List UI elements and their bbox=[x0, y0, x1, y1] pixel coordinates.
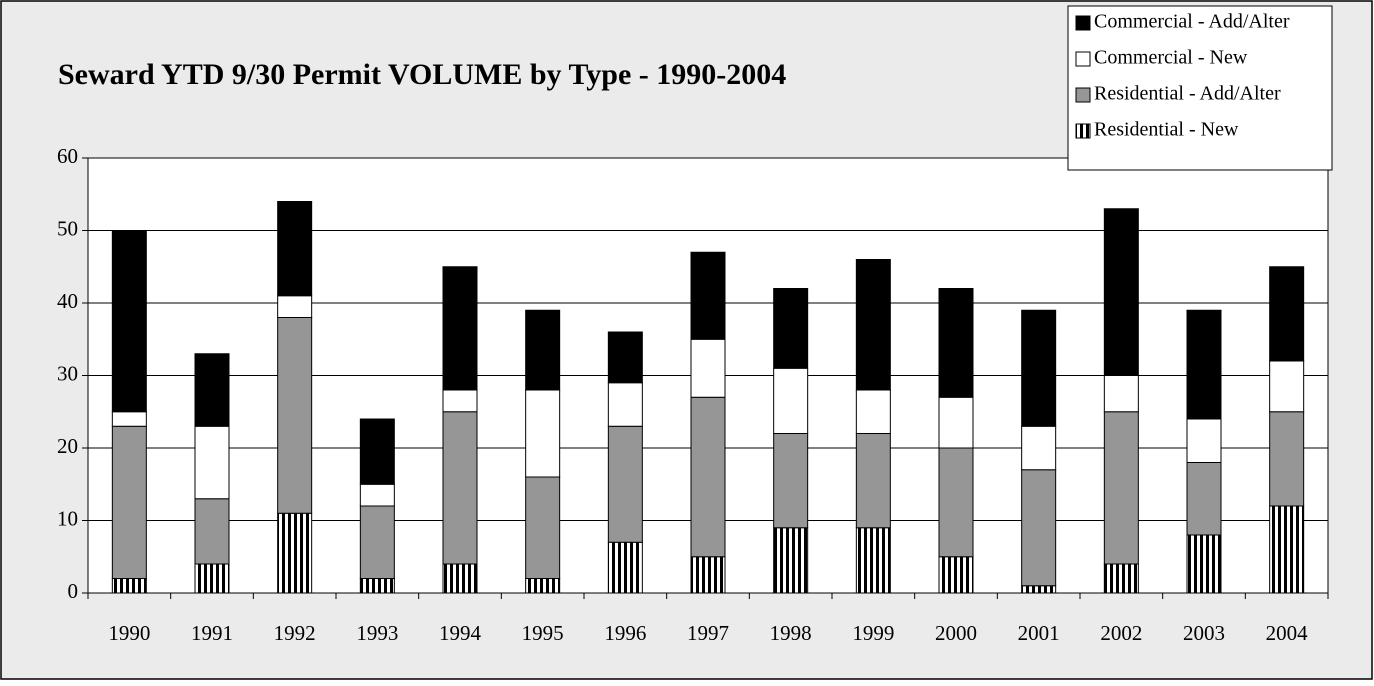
bar-segment bbox=[855, 389, 891, 434]
bar-segment bbox=[1186, 418, 1222, 463]
x-tick-label: 2000 bbox=[935, 621, 977, 645]
x-tick-label: 1997 bbox=[687, 621, 729, 645]
x-tick-label: 2004 bbox=[1266, 621, 1309, 645]
bar-segment bbox=[111, 411, 147, 427]
x-tick-label: 1992 bbox=[274, 621, 316, 645]
legend-label: Residential - Add/Alter bbox=[1094, 83, 1281, 105]
bar-segment bbox=[359, 505, 395, 579]
bar-segment bbox=[607, 541, 643, 594]
x-tick-label: 2003 bbox=[1183, 621, 1225, 645]
y-tick-label: 40 bbox=[57, 289, 78, 313]
bar-segment bbox=[1103, 208, 1139, 376]
bar-segment bbox=[773, 367, 809, 434]
bar-segment bbox=[1103, 563, 1139, 594]
bar-segment bbox=[194, 498, 230, 565]
legend-box bbox=[1067, 5, 1333, 171]
bar-segment bbox=[111, 425, 147, 579]
x-tick-label: 1998 bbox=[770, 621, 812, 645]
bar-segment bbox=[1021, 585, 1057, 594]
x-tick-label: 1996 bbox=[604, 621, 646, 645]
bar-segment bbox=[525, 389, 561, 478]
bar-segment bbox=[938, 447, 974, 558]
bar-segment bbox=[1186, 462, 1222, 536]
bar-segment bbox=[525, 309, 561, 391]
bar-segment bbox=[690, 251, 726, 340]
x-tick-label: 1994 bbox=[439, 621, 482, 645]
bar-segment bbox=[855, 259, 891, 391]
bar-segment bbox=[938, 556, 974, 594]
chart-title: Seward YTD 9/30 Permit VOLUME by Type - … bbox=[58, 58, 786, 91]
bar-segment bbox=[359, 578, 395, 594]
bar-segment bbox=[1103, 411, 1139, 565]
y-tick-label: 50 bbox=[57, 216, 78, 240]
bar-segment bbox=[607, 331, 643, 384]
legend-swatch bbox=[1075, 87, 1091, 103]
x-tick-label: 1991 bbox=[191, 621, 233, 645]
x-tick-label: 1999 bbox=[852, 621, 894, 645]
bar-segment bbox=[277, 295, 313, 318]
y-tick-label: 60 bbox=[57, 144, 78, 168]
bar-segment bbox=[1021, 425, 1057, 471]
bar-segment bbox=[194, 425, 230, 500]
bar-segment bbox=[938, 288, 974, 398]
bar-segment bbox=[773, 288, 809, 369]
y-tick-label: 10 bbox=[57, 506, 78, 530]
bar-segment bbox=[1103, 375, 1139, 413]
x-tick-label: 1995 bbox=[522, 621, 564, 645]
legend-swatch bbox=[1075, 123, 1091, 139]
bar-segment bbox=[690, 396, 726, 558]
bar-segment bbox=[1269, 411, 1305, 507]
bar-segment bbox=[607, 382, 643, 427]
bar-segment bbox=[773, 433, 809, 529]
bar-segment bbox=[1021, 309, 1057, 427]
bar-segment bbox=[690, 338, 726, 398]
legend-label: Commercial - New bbox=[1094, 47, 1248, 69]
bar-segment bbox=[194, 563, 230, 594]
bar-segment bbox=[359, 418, 395, 485]
bar-segment bbox=[525, 578, 561, 594]
legend-swatch bbox=[1075, 15, 1091, 31]
bar-segment bbox=[1269, 266, 1305, 362]
bar-segment bbox=[855, 433, 891, 529]
x-tick-label: 1993 bbox=[356, 621, 398, 645]
y-tick-label: 30 bbox=[57, 361, 78, 385]
bar-segment bbox=[111, 578, 147, 594]
y-tick-label: 0 bbox=[68, 579, 79, 603]
bar-segment bbox=[442, 563, 478, 594]
legend-label: Residential - New bbox=[1094, 119, 1239, 141]
bar-segment bbox=[277, 317, 313, 514]
bar-segment bbox=[442, 266, 478, 391]
bar-segment bbox=[442, 389, 478, 413]
bar-segment bbox=[194, 353, 230, 427]
bar-segment bbox=[1021, 469, 1057, 587]
bar-segment bbox=[359, 483, 395, 507]
bar-segment bbox=[1186, 534, 1222, 594]
bar-segment bbox=[690, 556, 726, 594]
bar-segment bbox=[1269, 505, 1305, 594]
x-tick-label: 1990 bbox=[108, 621, 150, 645]
x-tick-label: 2002 bbox=[1100, 621, 1142, 645]
bar-segment bbox=[607, 425, 643, 543]
legend-swatch bbox=[1075, 51, 1091, 67]
bar-segment bbox=[1186, 309, 1222, 420]
bar-segment bbox=[855, 527, 891, 594]
bar-segment bbox=[111, 230, 147, 413]
x-tick-label: 2001 bbox=[1018, 621, 1060, 645]
bar-segment bbox=[1269, 360, 1305, 413]
bar-segment bbox=[938, 396, 974, 449]
bar-segment bbox=[277, 512, 313, 594]
y-tick-label: 20 bbox=[57, 434, 78, 458]
bar-segment bbox=[773, 527, 809, 594]
bar-segment bbox=[277, 201, 313, 297]
bar-segment bbox=[442, 411, 478, 565]
legend-label: Commercial - Add/Alter bbox=[1094, 11, 1290, 33]
bar-segment bbox=[525, 476, 561, 579]
